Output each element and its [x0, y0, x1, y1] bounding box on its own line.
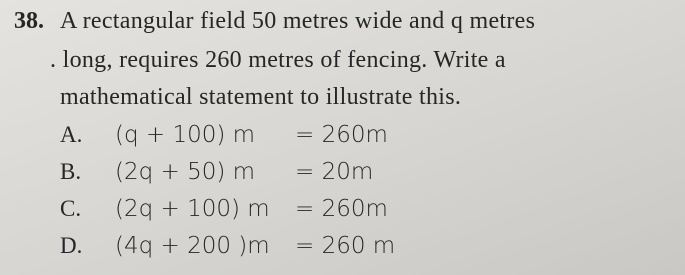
option-label: D. — [60, 233, 83, 258]
option-label: B. — [60, 159, 82, 184]
option-expression: (q + 100) m — [115, 122, 256, 148]
option-label: A. — [60, 122, 83, 147]
question-number: 38. — [14, 8, 44, 34]
option-result: = 260m — [295, 122, 388, 148]
option-expression: (4q + 200 )m — [115, 233, 270, 259]
option-result: = 20m — [295, 159, 374, 185]
option-result: = 260m — [295, 196, 388, 222]
question-line: mathematical statement to illustrate thi… — [60, 84, 462, 110]
question-line: . long, requires 260 metres of fencing. … — [50, 47, 506, 73]
option-expression: (2q + 50) m — [115, 159, 256, 185]
option-label: C. — [60, 196, 82, 221]
option-expression: (2q + 100) m — [115, 196, 270, 222]
question-line: A rectangular field 50 metres wide and q… — [60, 8, 536, 34]
option-result: = 260 m — [295, 233, 396, 259]
